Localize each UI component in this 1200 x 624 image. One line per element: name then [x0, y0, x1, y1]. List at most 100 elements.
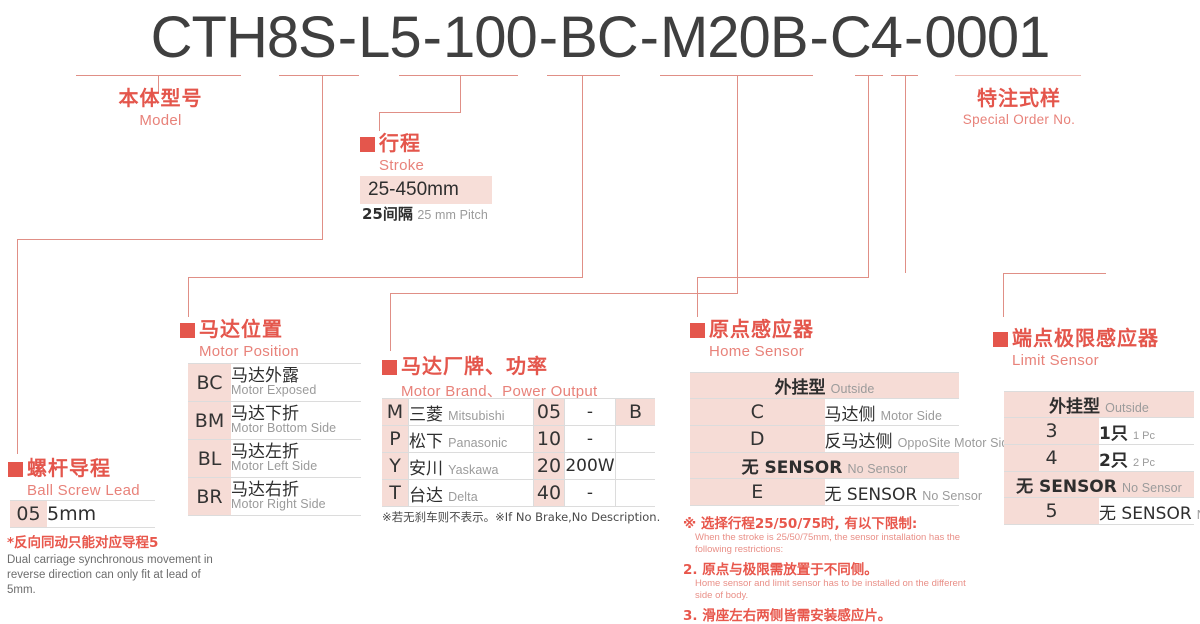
cell-brand-code: Y — [382, 452, 409, 480]
home-sensor-cn: 马达侧 — [824, 404, 876, 425]
group-label-en: No Sensor — [1121, 481, 1182, 495]
table-row: T 台达 Delta 40 - — [382, 479, 655, 507]
cell-power-code: 20 — [533, 452, 565, 480]
cell-code: C — [690, 398, 825, 426]
cell-code: 5 — [1004, 497, 1099, 525]
section-motor-position-title-en: Motor Position — [199, 343, 300, 360]
cell-brake-code: B — [615, 398, 655, 426]
cell-value: 无 SENSOR No Sensor — [824, 478, 982, 506]
connector-motor-position-drop-a — [582, 75, 583, 277]
cell-value: 2只 2 Pc — [1099, 444, 1194, 472]
underline-limit-sensor — [891, 75, 918, 76]
code-dash: - — [337, 5, 357, 70]
connector-lead-horiz — [17, 239, 323, 240]
connector-motor-position-drop-b — [188, 277, 189, 317]
brand-en: Delta — [448, 489, 478, 504]
connector-limit-sensor-horiz — [1003, 273, 1106, 274]
table-home-sensor: 外挂型 Outside C 马达侧 Motor Side D 反马达侧 Oppo… — [690, 372, 1015, 506]
cell-brand-name: 台达 Delta — [408, 479, 534, 507]
section-limit-sensor: 端点极限感应器 Limit Sensor — [993, 322, 1159, 369]
model-code-line: CTH8S-L5-100-BC-M20B-C4-0001 — [0, 4, 1200, 71]
connector-limit-sensor-drop-b — [1003, 273, 1004, 317]
bullet-square-icon — [180, 323, 195, 338]
section-ball-screw-lead-title-en: Ball Screw Lead — [27, 482, 140, 499]
group-label-cn: 外挂型 — [774, 378, 826, 398]
cell-value: 1只 1 Pc — [1099, 417, 1194, 445]
section-home-sensor-title-cn: 原点感应器 — [709, 317, 814, 341]
power-value: 200W — [565, 456, 615, 476]
cell-brand-code: M — [382, 398, 409, 426]
connector-stroke-horiz — [379, 112, 461, 113]
brand-cn: 三菱 — [409, 404, 443, 425]
home-sensor-note-3: 3. 滑座左右两侧皆需安装感应片。 — [683, 604, 983, 624]
motor-position-cn: 马达下折 — [231, 403, 299, 424]
group-label-en: No Sensor — [847, 462, 908, 476]
code-segment-motor-brand: M20B — [659, 5, 809, 70]
table-row: BC 马达外露 Motor Exposed — [188, 363, 361, 402]
home-sensor-note-2-cn: 2. 原点与极限需放置于不同侧。 — [683, 561, 878, 578]
power-value: - — [586, 483, 594, 503]
section-home-sensor: 原点感应器 Home Sensor — [690, 313, 814, 360]
home-sensor-note-2: 2. 原点与极限需放置于不同侧。 Home sensor and limit s… — [683, 558, 983, 602]
limit-sensor-en: 2 Pc — [1132, 456, 1155, 469]
code-dash: - — [422, 5, 442, 70]
motor-position-cn: 马达外露 — [231, 365, 299, 386]
connector-lead-drop-b — [17, 239, 18, 454]
table-group-header-row: 外挂型 Outside — [1004, 391, 1194, 418]
cell-power-value: - — [564, 398, 616, 426]
underline-motor-brand — [660, 75, 813, 76]
brand-en: Panasonic — [448, 435, 508, 450]
cell-value: 马达左折 Motor Left Side — [231, 439, 361, 478]
group-label-cn: 无 SENSOR — [741, 458, 843, 478]
cell-brake-code — [615, 425, 655, 453]
home-sensor-cn: 反马达侧 — [824, 431, 893, 452]
limit-sensor-group-outside: 外挂型 Outside — [1004, 391, 1194, 418]
cell-power-code: 40 — [533, 479, 565, 507]
code-dash: - — [538, 5, 558, 70]
cell-power-value: - — [564, 479, 616, 507]
table-group-header-row: 无 SENSOR No Sensor — [690, 452, 959, 479]
table-row: C 马达侧 Motor Side — [690, 398, 959, 426]
bullet-square-icon — [360, 137, 375, 152]
cell-code: E — [690, 478, 825, 506]
connector-motor-brand-horiz — [390, 293, 738, 294]
table-row: BR 马达右折 Motor Right Side — [188, 477, 361, 516]
bullet-square-icon — [8, 462, 23, 477]
section-motor-brand: 马达厂牌、功率 Motor Brand、Power Output — [382, 350, 597, 401]
motor-position-en: Motor Bottom Side — [231, 421, 337, 436]
group-label-cn: 无 SENSOR — [1016, 477, 1117, 497]
home-sensor-note-3-cn: 3. 滑座左右两侧皆需安装感应片。 — [683, 607, 892, 624]
table-row: M 三菱 Mitsubishi 05 - B — [382, 398, 655, 426]
code-segment-model: CTH8S — [150, 5, 337, 70]
cell-brand-code: P — [382, 425, 409, 453]
connector-limit-sensor-drop-a — [905, 75, 906, 273]
section-motor-brand-title-cn: 马达厂牌、功率 — [401, 354, 548, 378]
table-row: D 反马达侧 OppoSite Motor Side — [690, 425, 1015, 453]
cell-value: 马达右折 Motor Right Side — [231, 477, 361, 516]
lead-value: 5mm — [47, 503, 97, 525]
limit-sensor-cn: 2只 — [1099, 450, 1128, 471]
connector-motor-brand-drop-a — [737, 75, 738, 293]
table-row: 05 5mm — [10, 500, 155, 528]
connector-lead-drop-a — [322, 75, 323, 239]
section-motor-position-title-cn: 马达位置 — [199, 317, 283, 341]
code-segment-special-order: 0001 — [924, 5, 1050, 70]
table-row: P 松下 Panasonic 10 - — [382, 425, 655, 453]
table-row: 5 无 SENSOR No Sensor — [1004, 497, 1200, 525]
motor-position-en: Motor Right Side — [231, 497, 326, 512]
connector-stroke-drop-a — [460, 75, 461, 112]
connector-home-sensor-drop-b — [697, 277, 698, 317]
home-sensor-group-no-sensor: 无 SENSOR No Sensor — [690, 452, 959, 479]
ball-screw-lead-note-en: Dual carriage synchronous movement in re… — [7, 554, 213, 596]
cell-code: BM — [188, 401, 231, 440]
table-motor-brand: M 三菱 Mitsubishi 05 - B P 松下 Panasonic 10… — [382, 398, 655, 507]
cell-power-code: 10 — [533, 425, 565, 453]
cell-code: BC — [188, 363, 231, 402]
cell-brake-code — [615, 479, 655, 507]
table-limit-sensor: 外挂型 Outside 3 1只 1 Pc 4 2只 2 Pc 无 SENSOR… — [1004, 391, 1200, 525]
home-sensor-notes: ※ 选择行程25/50/75时, 有以下限制: When the stroke … — [683, 512, 983, 624]
cell-power-value: - — [564, 425, 616, 453]
table-row: 3 1只 1 Pc — [1004, 417, 1194, 445]
cell-code: BR — [188, 477, 231, 516]
home-sensor-note-1-en: When the stroke is 25/50/75mm, the senso… — [695, 532, 961, 555]
